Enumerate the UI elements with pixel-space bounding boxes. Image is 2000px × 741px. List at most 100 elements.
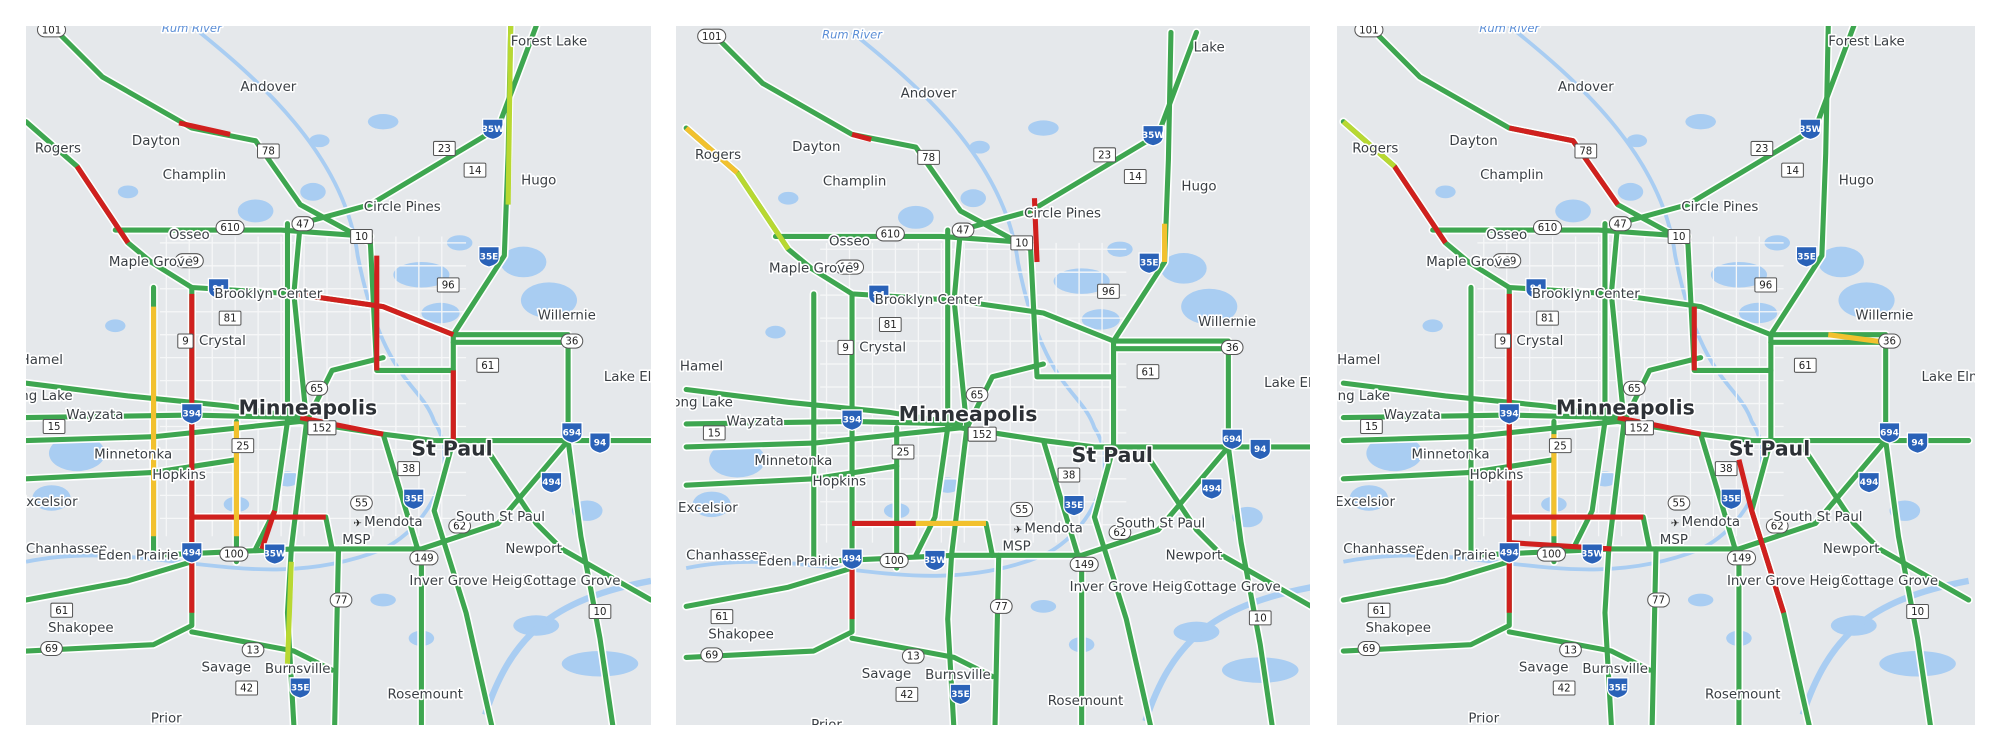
place-label: Minnetonka bbox=[94, 448, 172, 463]
river bbox=[26, 26, 447, 572]
lake bbox=[1838, 282, 1895, 319]
interstate-shield bbox=[589, 432, 611, 454]
interstate-number: 35E bbox=[1065, 501, 1083, 511]
interstate-shield bbox=[1858, 471, 1880, 494]
lake bbox=[500, 246, 547, 278]
route-number: 101 bbox=[1359, 26, 1378, 36]
place-label: Hopkins bbox=[812, 474, 866, 489]
place-label: Hugo bbox=[1181, 180, 1216, 195]
road-traffic-congested bbox=[735, 171, 791, 251]
interstate-shield bbox=[561, 422, 583, 444]
route-number: 96 bbox=[1759, 281, 1772, 292]
interstate-shield bbox=[207, 277, 230, 300]
interstate-shield bbox=[1142, 124, 1164, 147]
lake bbox=[1617, 182, 1644, 201]
route-number: 69 bbox=[1362, 644, 1375, 655]
interstate-shield bbox=[1906, 432, 1929, 454]
route-shield bbox=[397, 461, 421, 477]
road-traffic-congested bbox=[178, 120, 231, 137]
route-number: 38 bbox=[402, 464, 415, 475]
route-number: 62 bbox=[1113, 528, 1126, 539]
lake bbox=[1687, 593, 1714, 607]
road-traffic-free bbox=[683, 386, 964, 427]
place-label: Eden Prairie bbox=[98, 548, 179, 563]
place-label: Minneapolis bbox=[1556, 396, 1695, 420]
road-traffic-free bbox=[709, 29, 1117, 380]
interstate-number: 494 bbox=[843, 555, 862, 565]
interstate-number: 35E bbox=[291, 684, 309, 694]
place-label: Willernie bbox=[1855, 309, 1913, 324]
place-label: Hamel bbox=[680, 360, 723, 375]
place-label: Circle Pines bbox=[1024, 207, 1101, 222]
place-label: Andover bbox=[901, 87, 957, 102]
interstate-shield bbox=[402, 488, 425, 511]
route-shield bbox=[174, 253, 204, 269]
interstate-number: 394 bbox=[1500, 409, 1519, 419]
route-shield bbox=[1765, 518, 1789, 534]
place-label: Rum River bbox=[822, 27, 883, 41]
route-shield bbox=[256, 143, 280, 159]
interstate-shield bbox=[478, 246, 500, 268]
place-label: Osseo bbox=[1486, 228, 1527, 243]
road-traffic-congested bbox=[74, 164, 131, 245]
place-label: Circle Pines bbox=[364, 200, 441, 215]
road-traffic-free bbox=[1649, 546, 1659, 725]
interstate-number: 94 bbox=[1911, 439, 1923, 449]
route-shield bbox=[448, 518, 472, 534]
place-label: MSP bbox=[1003, 539, 1031, 554]
road-traffic-free bbox=[112, 227, 373, 240]
place-label: St Paul bbox=[411, 436, 492, 460]
route-shield bbox=[1136, 364, 1160, 380]
route-number: 152 bbox=[972, 430, 991, 441]
lake bbox=[1710, 261, 1768, 288]
place-label: Hugo bbox=[1839, 173, 1874, 188]
route-number: 610 bbox=[881, 230, 900, 241]
lake bbox=[960, 189, 986, 208]
route-shield bbox=[1548, 438, 1572, 454]
interstate-number: 94 bbox=[594, 439, 606, 449]
place-label: Newport bbox=[1166, 548, 1223, 563]
place-label: Maple Grove bbox=[1426, 255, 1510, 270]
route-number: 81 bbox=[224, 314, 237, 325]
route-shield bbox=[291, 216, 315, 232]
route-number: 65 bbox=[971, 390, 984, 401]
road-traffic-free bbox=[964, 361, 1046, 431]
lake bbox=[1818, 246, 1864, 278]
route-shield bbox=[837, 339, 854, 355]
interstate-number: 694 bbox=[563, 428, 582, 438]
lake bbox=[367, 114, 399, 130]
place-label: Long Lake bbox=[26, 389, 73, 404]
lake bbox=[692, 491, 731, 518]
road-traffic-congested bbox=[1031, 198, 1040, 263]
road-traffic-free bbox=[189, 629, 335, 673]
road-traffic-congested bbox=[1736, 459, 1787, 614]
lake bbox=[1422, 319, 1443, 333]
route-number: 13 bbox=[1564, 645, 1577, 656]
route-number: 69 bbox=[45, 644, 58, 655]
place-label: Hopkins bbox=[1470, 468, 1524, 483]
route-shield bbox=[1354, 26, 1384, 38]
interstate-number: 394 bbox=[183, 409, 202, 419]
place-label: MSP bbox=[342, 533, 370, 548]
lake bbox=[1366, 435, 1423, 472]
road-traffic-free bbox=[811, 291, 1231, 565]
interstate-number: 694 bbox=[1880, 428, 1899, 438]
interstate-shield bbox=[1249, 438, 1272, 461]
interstate-number: 35E bbox=[1608, 684, 1627, 694]
route-number: 78 bbox=[1579, 147, 1592, 158]
interstate-number: 35E bbox=[1722, 495, 1741, 505]
route-number: 100 bbox=[884, 556, 903, 567]
route-shield bbox=[1754, 277, 1778, 293]
route-number: 149 bbox=[1074, 560, 1093, 571]
place-label: Long Lake bbox=[1337, 389, 1390, 404]
interstate-shield bbox=[540, 471, 563, 494]
lake bbox=[1053, 268, 1110, 294]
road-traffic-free bbox=[683, 565, 855, 609]
road-traffic-congested bbox=[684, 126, 739, 175]
place-label: Excelsior bbox=[1337, 495, 1395, 510]
interstate-shield bbox=[1063, 494, 1085, 517]
route-number: 36 bbox=[1226, 343, 1239, 354]
route-number: 61 bbox=[1799, 361, 1812, 372]
place-label: Crystal bbox=[1516, 334, 1563, 349]
